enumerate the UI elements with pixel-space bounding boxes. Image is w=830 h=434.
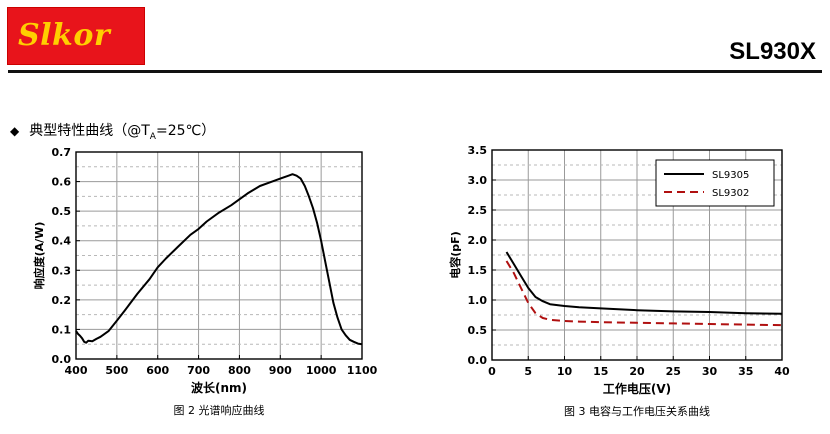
y-tick-label: 2.5 — [468, 204, 488, 217]
legend-entry: SL9305 — [712, 170, 749, 181]
series-line-1 — [75, 173, 363, 346]
x-tick-label: 700 — [187, 364, 210, 377]
x-axis-label: 工作电压(V) — [603, 381, 671, 396]
y-tick-label: 0.7 — [52, 146, 72, 159]
header-rule — [8, 70, 822, 73]
section-heading: ◆ 典型特性曲线（@TA=25℃） — [10, 120, 215, 142]
x-tick-label: 600 — [146, 364, 169, 377]
x-tick-label: 800 — [228, 364, 251, 377]
section-title-sub: A — [149, 131, 156, 142]
y-tick-label: 0.2 — [52, 294, 72, 307]
y-tick-label: 3.0 — [468, 174, 488, 187]
y-tick-label: 0.5 — [468, 324, 488, 337]
x-tick-label: 500 — [105, 364, 128, 377]
capacitance-voltage-chart: 0 5 10 15 20 25 30 35 40 0.0 0.5 1.0 1.5 2.0 2.5 3.0 3.5… — [448, 144, 790, 418]
legend-entry: SL9302 — [712, 188, 749, 199]
logo-text: Slkor — [18, 18, 111, 53]
x-tick-label: 900 — [269, 364, 292, 377]
legend-box — [655, 159, 775, 207]
x-tick-label: 25 — [666, 365, 681, 378]
spectral-response-chart: 400 500 600 700 800 900 1000 1100 0.0 0.1 0.2 0.3 0.… — [32, 146, 378, 417]
y-tick-label: 0.6 — [52, 176, 72, 189]
x-tick-label: 1000 — [306, 364, 337, 377]
x-tick-label: 30 — [702, 365, 718, 378]
y-axis-label: 响应度(A/W) — [32, 222, 46, 290]
series-line-2 — [505, 260, 783, 327]
series-line-1 — [505, 251, 783, 315]
figure-caption: 图 2 光谱响应曲线 — [174, 403, 265, 417]
figure-caption: 图 3 电容与工作电压关系曲线 — [564, 404, 710, 418]
x-tick-label: 20 — [629, 365, 645, 378]
plot-frame — [75, 151, 363, 360]
x-tick-label: 10 — [557, 365, 573, 378]
part-number: SL930X — [729, 38, 816, 65]
y-tick-label: 0.3 — [52, 264, 72, 277]
x-tick-label: 1100 — [347, 364, 378, 377]
y-tick-label: 2.0 — [468, 234, 488, 247]
x-tick-label: 400 — [65, 364, 88, 377]
y-tick-label: 0.0 — [52, 353, 72, 366]
x-axis-label: 波长(nm) — [191, 380, 247, 395]
y-tick-label: 1.0 — [468, 294, 488, 307]
x-tick-label: 5 — [524, 365, 532, 378]
x-tick-label: 0 — [488, 365, 496, 378]
y-tick-label: 1.5 — [468, 264, 488, 277]
y-tick-label: 0.5 — [52, 205, 72, 218]
y-tick-label: 0.1 — [52, 323, 72, 336]
bullet-diamond-icon: ◆ — [10, 124, 20, 138]
x-tick-label: 35 — [738, 365, 753, 378]
section-title-tail: =25℃） — [155, 123, 216, 139]
y-axis-label: 电容(pF) — [448, 231, 462, 278]
brand-logo: Slkor — [8, 8, 144, 64]
y-tick-label: 3.5 — [468, 144, 488, 157]
y-tick-label: 0.0 — [468, 354, 488, 367]
section-title: 典型特性曲线（@T — [29, 123, 150, 139]
x-tick-label: 15 — [593, 365, 608, 378]
y-tick-label: 0.4 — [52, 235, 72, 248]
x-tick-label: 40 — [774, 365, 790, 378]
